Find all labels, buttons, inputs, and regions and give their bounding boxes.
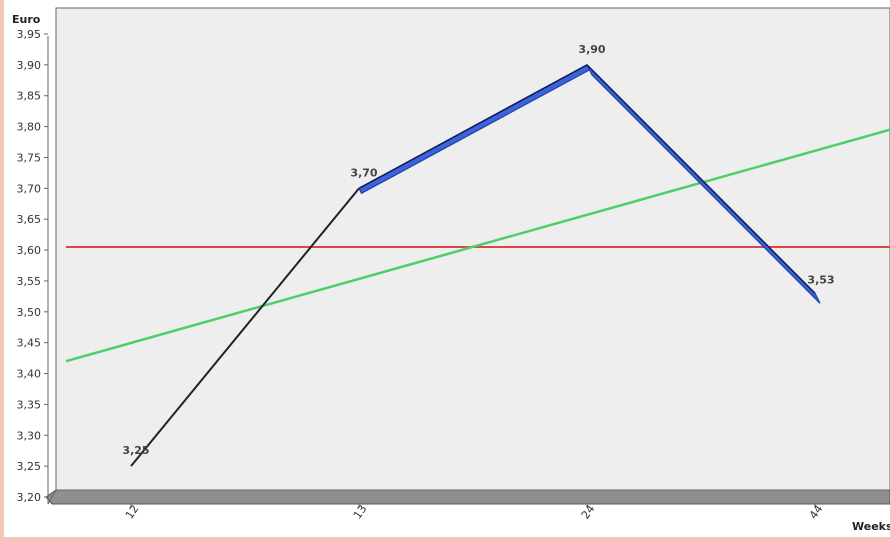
line-chart: Euro Weeks 3,203,253,303,353,403,453,503… xyxy=(12,7,890,533)
y-tick-label: 3,35 xyxy=(17,398,42,411)
x-tick-label: 12 xyxy=(123,503,142,522)
x-tick-label: 44 xyxy=(807,503,826,522)
reference-lines xyxy=(65,128,890,363)
series-edge xyxy=(358,64,588,189)
y-axis-ticks: 3,20 3,25 3,30 3,35 3,40 3,45 3,50 3,55 3,60 3,65… xyxy=(17,28,48,504)
trend-line xyxy=(65,128,890,363)
x-axis-ticks: 12 13 24 44 xyxy=(123,503,826,522)
series-segment xyxy=(130,187,360,467)
y-tick-label: 3,70 xyxy=(17,182,42,195)
y-tick-label: 3,80 xyxy=(17,121,42,134)
y-tick-label: 3,85 xyxy=(17,90,42,103)
data-label: 3,25 xyxy=(122,444,149,457)
y-tick-label: 3,65 xyxy=(17,213,42,226)
series-edge xyxy=(586,64,816,294)
x-tick-label: 24 xyxy=(579,503,598,522)
y-tick-label: 3,55 xyxy=(17,275,42,288)
y-tick-label: 3,75 xyxy=(17,151,42,164)
data-label: 3,70 xyxy=(350,166,377,179)
y-axis-title: Euro xyxy=(12,13,41,26)
y-tick-label: 3,90 xyxy=(17,59,42,72)
y-tick-label: 3,95 xyxy=(17,28,42,41)
y-tick-label: 3,25 xyxy=(17,460,42,473)
chart-frame: Euro Weeks 3,20 3,25 3,30 3,35 3,40 3,45 3,50 3… xyxy=(4,0,890,537)
data-label: 3,53 xyxy=(807,273,834,286)
data-labels: 3,25 3,70 3,90 3,53 xyxy=(122,43,834,457)
y-axis-3d-edge xyxy=(47,489,57,505)
y-tick-label: 3,50 xyxy=(17,306,42,319)
y-tick-label: 3,30 xyxy=(17,429,42,442)
plot-floor xyxy=(45,489,890,505)
y-tick-label: 3,45 xyxy=(17,337,42,350)
series-group xyxy=(130,64,821,467)
x-tick-label: 13 xyxy=(351,503,370,522)
y-tick-label: 3,20 xyxy=(17,491,42,504)
y-tick-label: 3,60 xyxy=(17,244,42,257)
x-axis-title: Weeks xyxy=(852,520,890,533)
y-tick-label: 3,40 xyxy=(17,368,42,381)
data-label: 3,90 xyxy=(578,43,605,56)
plot-background xyxy=(55,7,890,491)
